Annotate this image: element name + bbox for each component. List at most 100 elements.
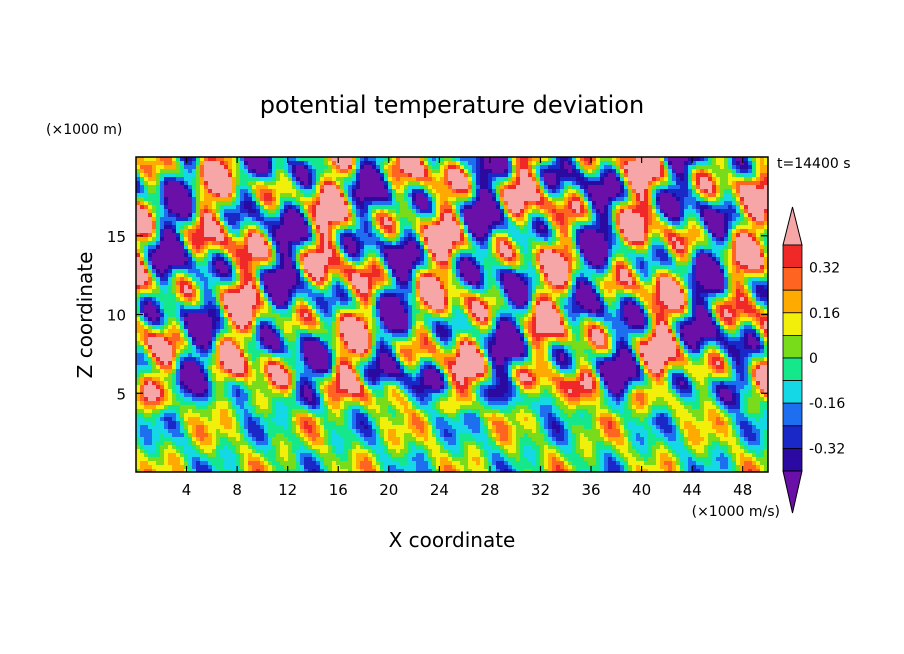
field-cell bbox=[536, 257, 541, 262]
field-cell bbox=[248, 217, 253, 222]
field-cell bbox=[168, 213, 173, 218]
field-cell bbox=[332, 237, 337, 242]
field-cell bbox=[316, 209, 321, 214]
field-cell bbox=[596, 225, 601, 230]
field-cell bbox=[188, 185, 193, 190]
field-cell bbox=[432, 221, 437, 226]
field-cell bbox=[552, 261, 557, 266]
field-cell bbox=[744, 197, 749, 202]
field-cell bbox=[184, 261, 189, 266]
field-cell bbox=[760, 185, 765, 190]
field-cell bbox=[140, 185, 145, 190]
field-cell bbox=[592, 269, 597, 274]
field-cell bbox=[356, 197, 361, 202]
field-cell bbox=[376, 253, 381, 258]
field-cell bbox=[300, 229, 305, 234]
field-cell bbox=[424, 209, 429, 214]
field-cell bbox=[512, 249, 517, 254]
field-cell bbox=[476, 249, 481, 254]
field-cell bbox=[536, 221, 541, 226]
field-cell bbox=[316, 177, 321, 182]
field-cell bbox=[440, 253, 445, 258]
field-cell bbox=[760, 261, 765, 266]
field-cell bbox=[204, 209, 209, 214]
field-cell bbox=[152, 201, 157, 206]
field-cell bbox=[644, 233, 649, 238]
field-cell bbox=[196, 185, 201, 190]
field-cell bbox=[168, 173, 173, 178]
field-cell bbox=[316, 217, 321, 222]
field-cell bbox=[548, 253, 553, 258]
field-cell bbox=[200, 161, 205, 166]
field-cell bbox=[492, 261, 497, 266]
field-cell bbox=[764, 165, 768, 170]
field-cell bbox=[488, 181, 493, 186]
field-cell bbox=[528, 261, 533, 266]
field-cell bbox=[600, 229, 605, 234]
field-cell bbox=[576, 229, 581, 234]
field-cell bbox=[648, 157, 653, 162]
field-cell bbox=[184, 269, 189, 274]
field-cell bbox=[236, 229, 241, 234]
field-cell bbox=[416, 201, 421, 206]
field-cell bbox=[388, 189, 393, 194]
field-cell bbox=[472, 185, 477, 190]
field-cell bbox=[760, 201, 765, 206]
field-cell bbox=[380, 241, 385, 246]
field-cell bbox=[260, 209, 265, 214]
field-cell bbox=[476, 265, 481, 270]
field-cell bbox=[604, 233, 609, 238]
field-cell bbox=[304, 233, 309, 238]
field-cell bbox=[720, 169, 725, 174]
field-cell bbox=[756, 197, 761, 202]
field-cell bbox=[288, 217, 293, 222]
field-cell bbox=[640, 205, 645, 210]
field-cell bbox=[496, 261, 501, 266]
field-cell bbox=[208, 265, 213, 270]
field-cell bbox=[192, 249, 197, 254]
field-cell bbox=[168, 201, 173, 206]
field-cell bbox=[364, 241, 369, 246]
field-cell bbox=[696, 261, 701, 266]
field-cell bbox=[672, 189, 677, 194]
field-cell bbox=[416, 197, 421, 202]
field-cell bbox=[448, 197, 453, 202]
field-cell bbox=[484, 265, 489, 270]
field-cell bbox=[376, 225, 381, 230]
field-cell bbox=[400, 237, 405, 242]
field-cell bbox=[376, 205, 381, 210]
field-cell bbox=[172, 281, 177, 286]
field-cell bbox=[284, 185, 289, 190]
field-cell bbox=[200, 269, 205, 274]
field-cell bbox=[748, 213, 753, 218]
field-cell bbox=[680, 265, 685, 270]
field-cell bbox=[444, 233, 449, 238]
field-cell bbox=[588, 265, 593, 270]
field-cell bbox=[380, 161, 385, 166]
field-cell bbox=[432, 269, 437, 274]
field-cell bbox=[188, 269, 193, 274]
field-cell bbox=[464, 273, 469, 278]
field-cell bbox=[436, 233, 441, 238]
field-cell bbox=[760, 249, 765, 254]
field-cell bbox=[280, 205, 285, 210]
field-cell bbox=[388, 241, 393, 246]
field-cell bbox=[340, 273, 345, 278]
field-cell bbox=[648, 269, 653, 274]
field-cell bbox=[452, 281, 457, 286]
field-cell bbox=[352, 181, 357, 186]
field-cell bbox=[492, 281, 497, 286]
field-cell bbox=[460, 265, 465, 270]
field-cell bbox=[764, 217, 768, 222]
field-cell bbox=[380, 193, 385, 198]
field-cell bbox=[720, 249, 725, 254]
field-cell bbox=[688, 197, 693, 202]
field-cell bbox=[440, 177, 445, 182]
field-cell bbox=[228, 225, 233, 230]
field-cell bbox=[560, 209, 565, 214]
field-cell bbox=[452, 213, 457, 218]
field-cell bbox=[684, 161, 689, 166]
field-cell bbox=[412, 197, 417, 202]
field-cell bbox=[612, 185, 617, 190]
field-cell bbox=[592, 277, 597, 282]
